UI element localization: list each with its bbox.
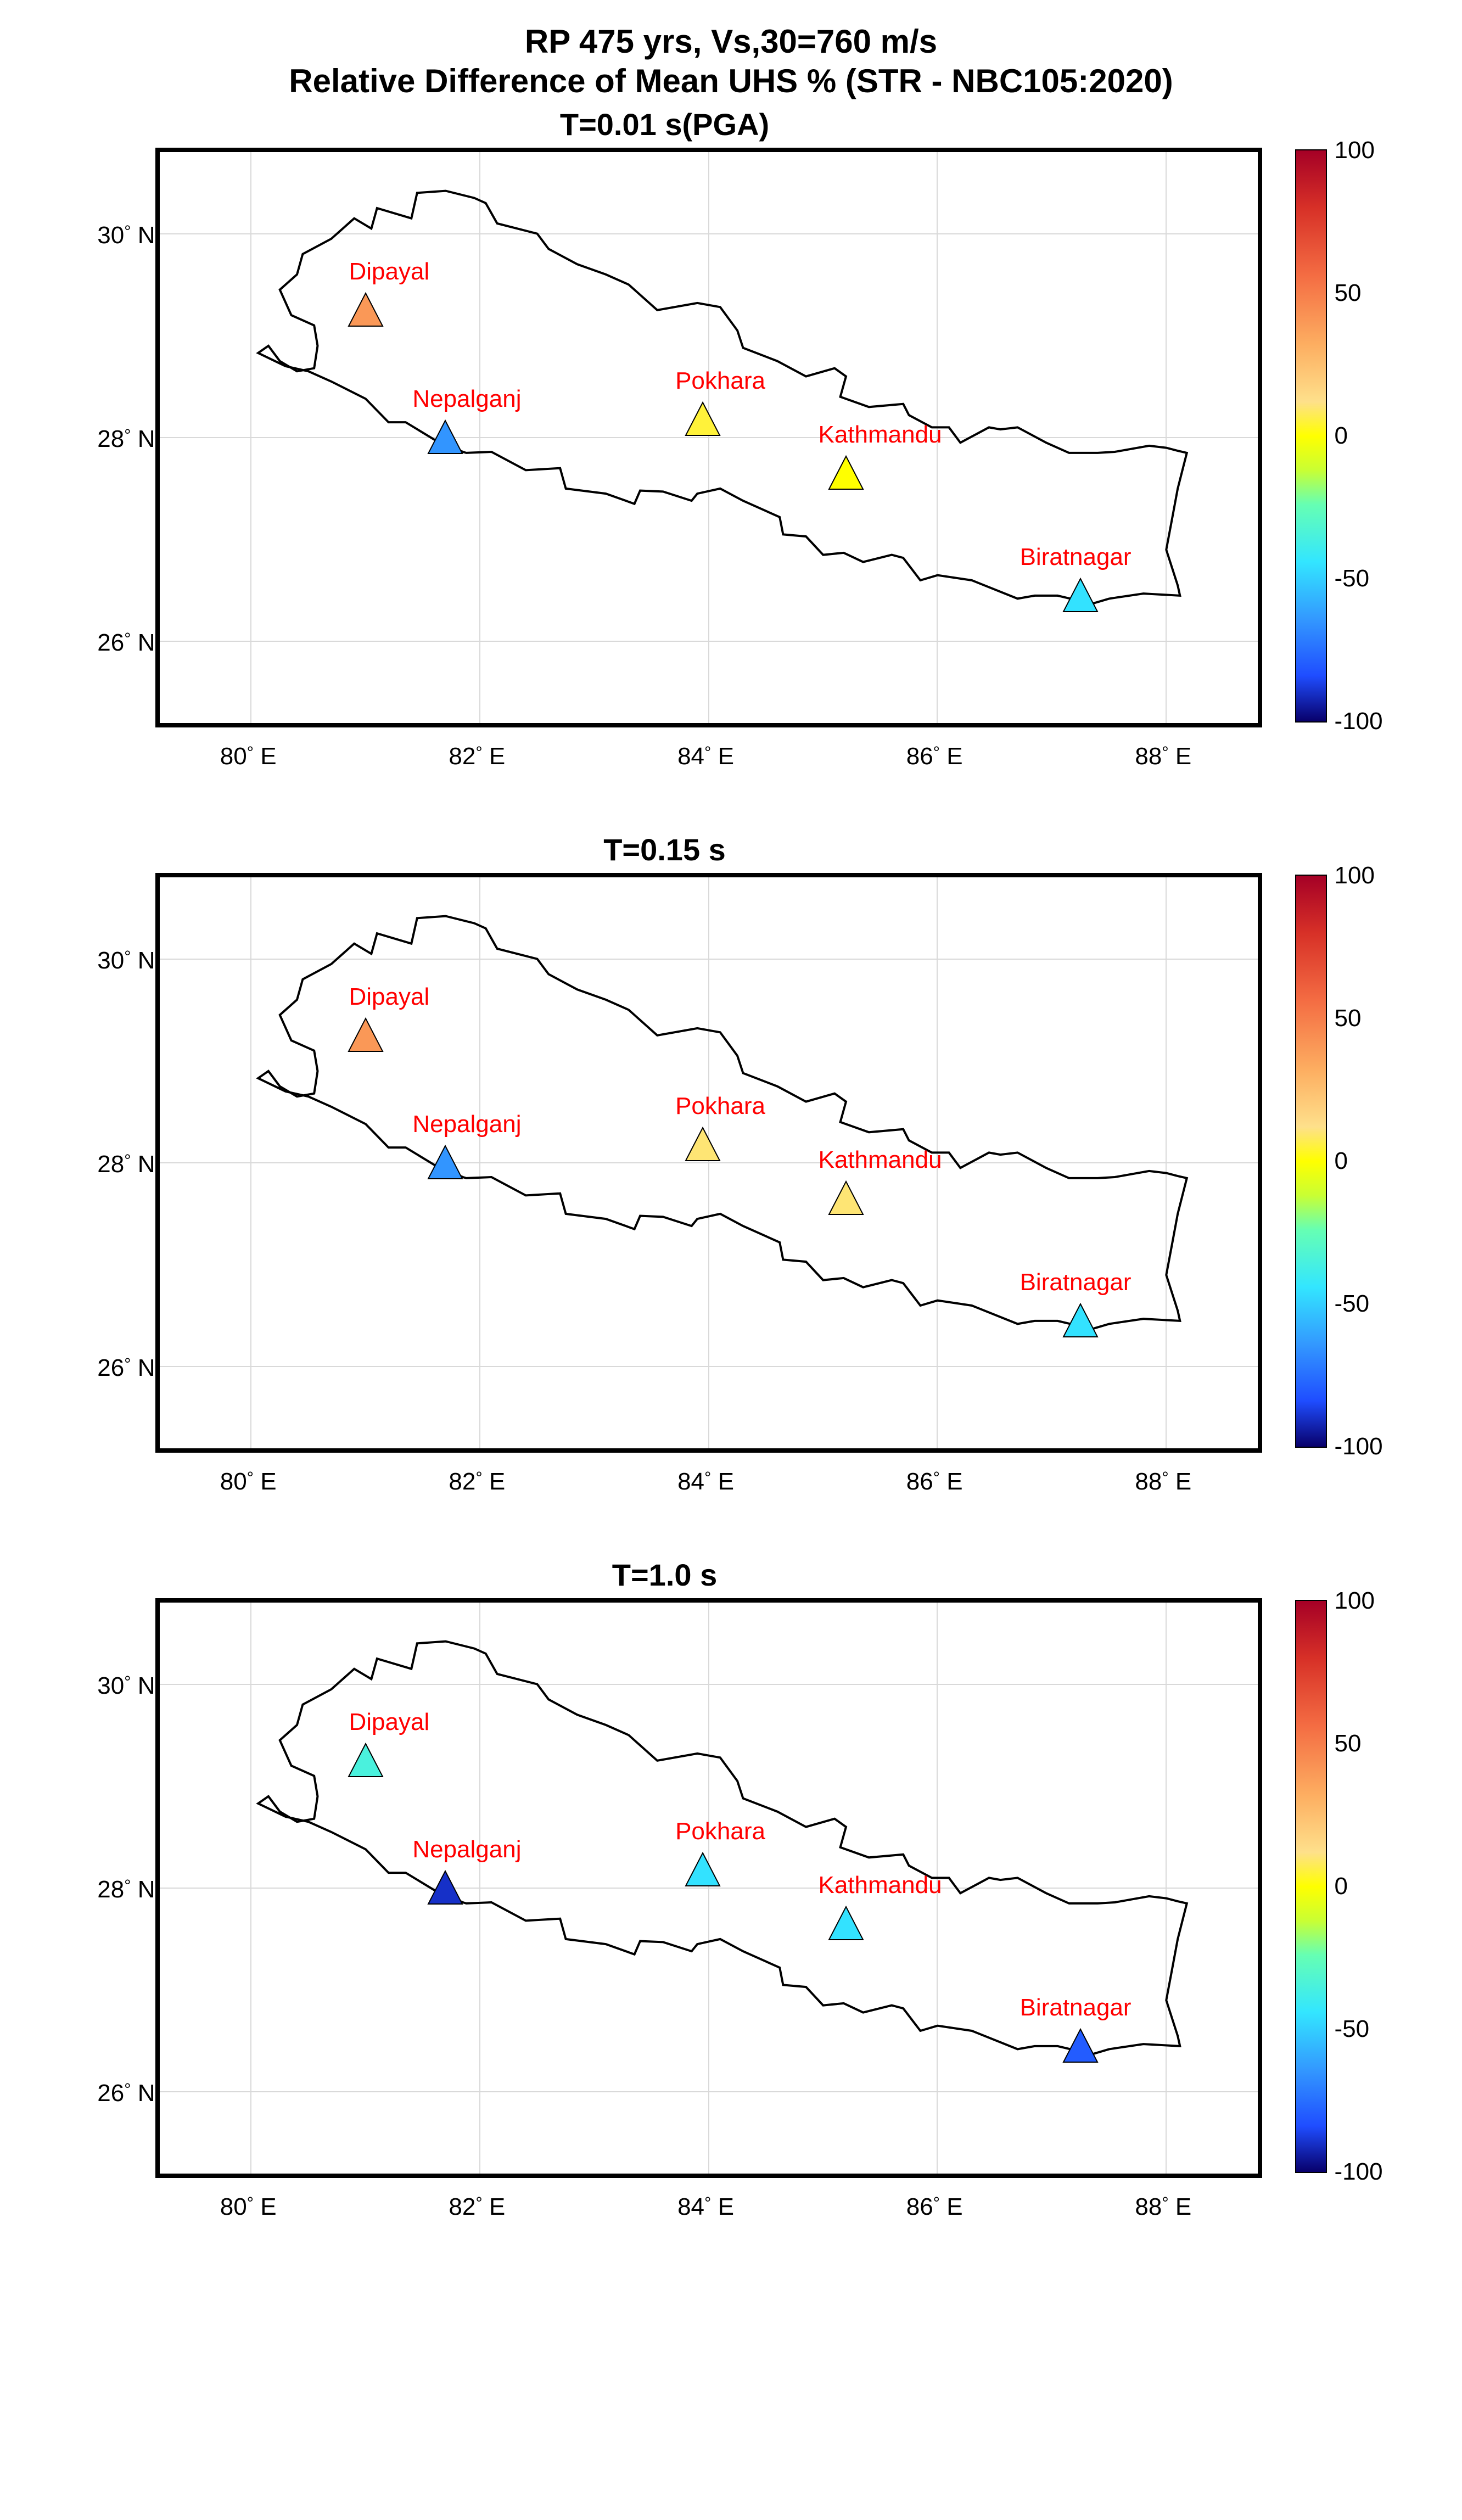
city-label: Pokhara: [675, 1093, 765, 1120]
city-marker: [684, 400, 722, 439]
city-marker: [1061, 1302, 1100, 1340]
city-label: Kathmandu: [819, 421, 942, 449]
city-marker: [684, 1851, 722, 1889]
city-marker: [346, 1016, 385, 1055]
panel-title: T=1.0 s: [612, 1557, 717, 1593]
panel-row: T=0.01 s(PGA) 26° N28° N30° N Dipayal Nepal…: [23, 107, 1439, 766]
city-marker: [827, 454, 865, 492]
panel-title: T=0.15 s: [603, 832, 726, 867]
y-axis: 26° N28° N30° N: [68, 1603, 155, 2174]
city-label: Biratnagar: [1020, 1994, 1131, 2021]
city-label: Nepalganj: [412, 385, 521, 413]
city-marker: [426, 1144, 464, 1182]
city-label: Nepalganj: [412, 1836, 521, 1863]
map-panel: Dipayal Nepalganj Pokhara Kathmandu Biratnag…: [155, 1598, 1262, 2178]
city-marker: [827, 1179, 865, 1218]
city-label: Nepalganj: [412, 1111, 521, 1138]
city-label: Pokhara: [675, 367, 765, 395]
city-marker: [1061, 2027, 1100, 2065]
city-marker: [426, 1869, 464, 1907]
city-marker: [1061, 576, 1100, 615]
map-panel: Dipayal Nepalganj Pokhara Kathmandu Biratnag…: [155, 148, 1262, 727]
city-marker: [827, 1905, 865, 1943]
panel-row: T=0.15 s 26° N28° N30° N Dipayal Nepalganj P…: [23, 832, 1439, 1491]
city-marker: [346, 1741, 385, 1780]
figure-title: RP 475 yrs, Vs,30=760 m/sRelative Differ…: [23, 22, 1439, 101]
city-label: Dipayal: [349, 258, 430, 285]
city-label: Pokhara: [675, 1818, 765, 1845]
city-label: Dipayal: [349, 1709, 430, 1736]
x-axis: 80° E82° E84° E86° E88° E: [157, 1453, 1255, 1491]
colorbar: 100500-50-100: [1295, 869, 1395, 1448]
city-marker: [684, 1125, 722, 1164]
colorbar: 100500-50-100: [1295, 1594, 1395, 2173]
y-axis: 26° N28° N30° N: [68, 877, 155, 1448]
city-label: Kathmandu: [819, 1146, 942, 1174]
x-axis: 80° E82° E84° E86° E88° E: [157, 2178, 1255, 2216]
y-axis: 26° N28° N30° N: [68, 152, 155, 723]
map-panel: Dipayal Nepalganj Pokhara Kathmandu Biratnag…: [155, 873, 1262, 1453]
colorbar: 100500-50-100: [1295, 144, 1395, 723]
city-label: Biratnagar: [1020, 544, 1131, 571]
city-marker: [426, 418, 464, 457]
panel-row: T=1.0 s 26° N28° N30° N Dipayal Nepalganj Po…: [23, 1557, 1439, 2216]
city-label: Kathmandu: [819, 1872, 942, 1899]
x-axis: 80° E82° E84° E86° E88° E: [157, 727, 1255, 766]
panel-title: T=0.01 s(PGA): [560, 107, 769, 142]
city-marker: [346, 291, 385, 329]
city-label: Dipayal: [349, 983, 430, 1011]
city-label: Biratnagar: [1020, 1269, 1131, 1296]
